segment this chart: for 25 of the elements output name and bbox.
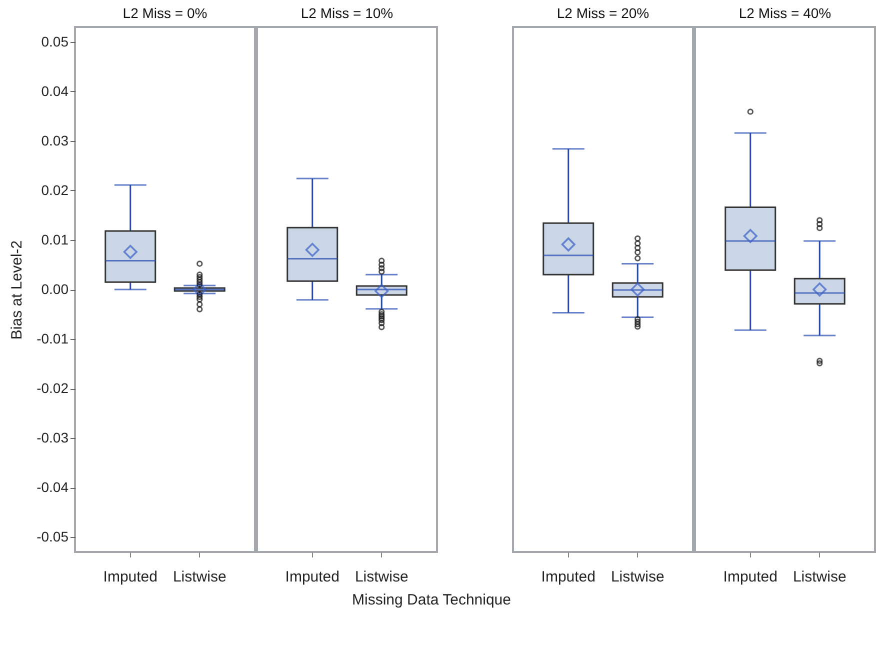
y-tick-label: 0.05 [41,33,69,50]
x-tick-label: Imputed [103,568,158,586]
y-tick-label: -0.05 [36,528,69,545]
y-tick-label: 0.02 [41,182,69,198]
chart-title: L2 Miss = 10% [300,5,394,21]
x-tick-label: Listwise [610,568,664,586]
x-tick-label: Imputed [541,568,596,586]
y-tick-label: -0.04 [36,479,69,496]
chart-title: L2 Miss = 20% [556,5,650,21]
y-tick-label: 0.04 [41,82,69,99]
y-tick-label: 0.03 [41,132,69,148]
y-axis-title: Bias at Level-2 [8,240,26,340]
x-tick-label: Listwise [354,568,408,586]
x-tick-label: Imputed [723,568,778,586]
chart-title: L2 Miss = 40% [738,5,832,21]
x-tick-label: Listwise [172,568,226,586]
x-tick-label: Imputed [285,568,340,586]
y-tick-label: -0.03 [36,430,69,446]
chart-title: L2 Miss = 0% [122,5,208,21]
y-tick-label: -0.02 [36,380,69,396]
y-tick-label: 0.00 [41,281,69,297]
x-axis-title: Missing Data Technique [352,592,511,608]
y-tick-label: 0.01 [41,231,69,248]
y-tick-label: -0.01 [36,330,69,347]
x-tick-label: Listwise [792,568,846,586]
